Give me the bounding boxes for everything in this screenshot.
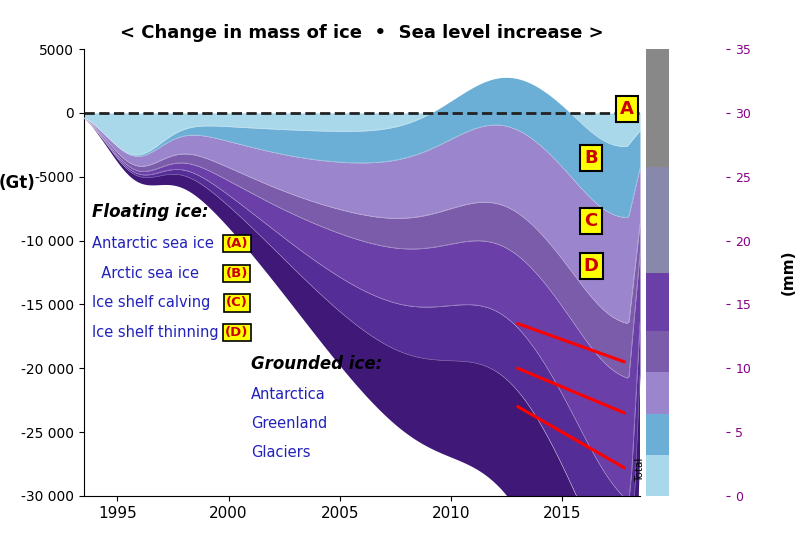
Text: Total: Total <box>635 458 645 482</box>
Text: (A): (A) <box>226 237 248 250</box>
Text: A: A <box>620 100 634 118</box>
Text: Antarctica: Antarctica <box>251 386 326 402</box>
Text: B: B <box>584 149 598 167</box>
Text: Arctic sea ice: Arctic sea ice <box>92 266 199 281</box>
Text: (B): (B) <box>226 267 248 280</box>
Bar <box>646 49 669 167</box>
Text: (D): (D) <box>226 326 249 339</box>
Text: Ice shelf thinning: Ice shelf thinning <box>92 325 219 340</box>
Text: Glaciers: Glaciers <box>251 445 310 459</box>
Text: Antarctic sea ice: Antarctic sea ice <box>92 236 214 251</box>
Bar <box>646 331 669 372</box>
Text: C: C <box>585 213 598 231</box>
Bar <box>646 272 669 331</box>
Text: Greenland: Greenland <box>251 416 327 431</box>
Title: < Change in mass of ice  •  Sea level increase >: < Change in mass of ice • Sea level incr… <box>120 24 604 42</box>
Bar <box>646 372 669 414</box>
Bar <box>646 414 669 455</box>
Text: D: D <box>583 257 598 275</box>
Bar <box>646 167 669 272</box>
Bar <box>646 455 669 496</box>
Text: (mm): (mm) <box>781 250 795 295</box>
Text: Ice shelf calving: Ice shelf calving <box>92 295 210 311</box>
Text: Floating ice:: Floating ice: <box>92 203 209 221</box>
Text: (Gt): (Gt) <box>0 174 36 192</box>
Text: (C): (C) <box>226 296 248 310</box>
Text: Grounded ice:: Grounded ice: <box>251 355 382 373</box>
